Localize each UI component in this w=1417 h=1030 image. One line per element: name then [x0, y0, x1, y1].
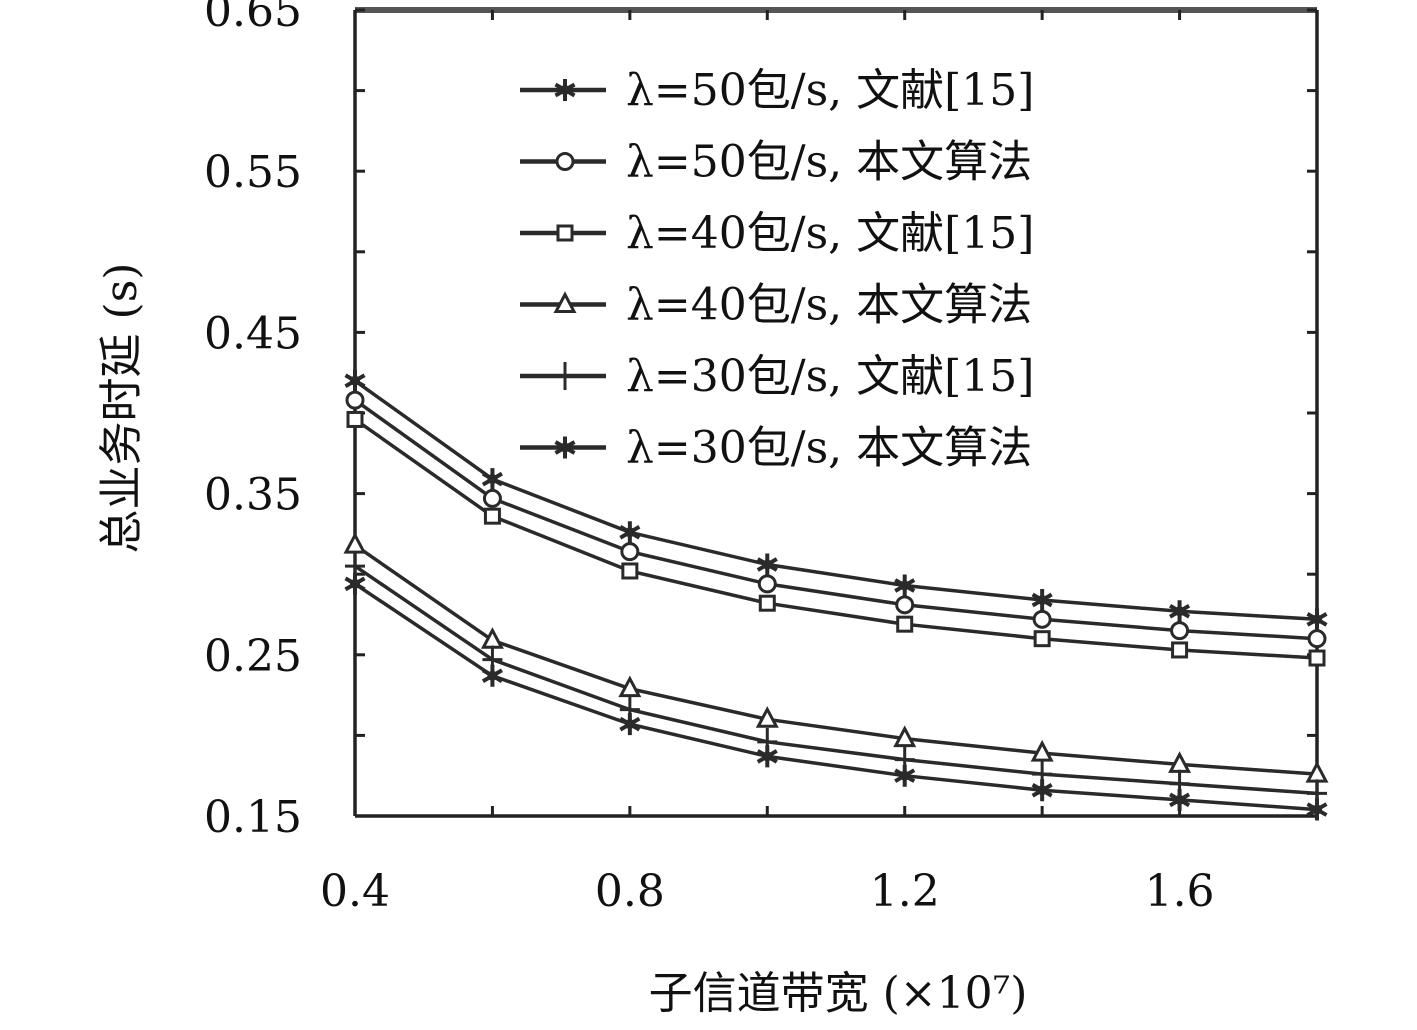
legend-entry: λ=50包/s, 本文算法: [520, 137, 1032, 188]
series-line: [353, 417, 1318, 660]
x-tick-label: 1.2: [870, 866, 940, 917]
data-point: [1308, 649, 1326, 667]
legend-marker: [553, 291, 577, 313]
data-point: [1037, 785, 1048, 796]
legend-marker: [555, 362, 575, 390]
data-point: [899, 580, 910, 591]
data-point: [1307, 629, 1327, 649]
data-point: [762, 751, 773, 762]
series-layer: [343, 369, 1329, 821]
data-point: [1174, 794, 1185, 805]
data-point: [1312, 804, 1322, 815]
data-point: [755, 706, 779, 728]
data-point: [482, 488, 502, 508]
data-point: [896, 615, 914, 633]
data-point: [350, 578, 360, 589]
legend-label: λ=30包/s, 文献[15]: [626, 351, 1034, 402]
legend-entry: λ=40包/s, 文献[15]: [520, 208, 1034, 259]
series-6: [344, 572, 1328, 821]
series-line: [354, 543, 1318, 776]
y-tick-label: 0.65: [204, 0, 302, 37]
series-line: [353, 398, 1318, 641]
data-point: [1312, 614, 1322, 625]
series-5: [345, 552, 1327, 808]
data-point: [758, 594, 776, 612]
x-tick-label: 0.8: [595, 866, 665, 917]
series-line: [353, 379, 1318, 622]
data-point: [762, 559, 773, 570]
legend-entry: λ=40包/s, 本文算法: [520, 280, 1032, 331]
data-point: [1033, 630, 1051, 648]
legend-entry: λ=30包/s, 本文算法: [520, 423, 1032, 474]
data-point: [899, 770, 910, 781]
data-point: [487, 670, 498, 681]
legend-label: λ=50包/s, 文献[15]: [626, 65, 1034, 116]
series-line: [354, 564, 1318, 796]
x-tick-label: 1.6: [1145, 866, 1215, 917]
data-point: [895, 595, 915, 615]
legend-marker: [555, 152, 575, 171]
data-point: [1170, 621, 1190, 641]
legend-label: λ=30包/s, 本文算法: [626, 423, 1032, 474]
y-axis-title: 总业务时延 (s): [96, 263, 147, 554]
data-point: [346, 410, 364, 428]
x-tick-label: 0.4: [320, 866, 390, 917]
data-point: [483, 507, 501, 525]
y-tick-label: 0.45: [204, 308, 302, 359]
data-point: [1171, 641, 1189, 659]
data-point: [624, 719, 635, 730]
data-point: [1174, 606, 1185, 617]
legend: λ=50包/s, 文献[15] λ=50包/s, 本文算法 λ=40包/s, 文献[…: [520, 65, 1034, 474]
series-line: [354, 582, 1318, 812]
y-axis-tick-labels: 0.65 0.55 0.45 0.35 0.25 0.15: [204, 0, 302, 843]
y-tick-label: 0.55: [204, 147, 302, 198]
data-point: [345, 390, 365, 410]
data-point: [1032, 609, 1052, 629]
y-tick-label: 0.15: [204, 792, 302, 843]
plot-frame: [353, 7, 1319, 818]
x-axis-tick-labels: 0.4 0.8 1.2 1.6: [320, 866, 1215, 917]
legend-marker: [560, 85, 570, 95]
data-point: [350, 375, 360, 386]
legend-entry: λ=30包/s, 文献[15]: [520, 351, 1034, 402]
data-point: [620, 542, 640, 562]
data-point: [1037, 594, 1048, 605]
legend-label: λ=50包/s, 本文算法: [626, 137, 1032, 188]
series-1: [344, 369, 1328, 631]
data-point: [343, 531, 367, 554]
data-point: [757, 574, 777, 594]
legend-entry: λ=50包/s, 文献[15]: [520, 65, 1034, 116]
legend-label: λ=40包/s, 本文算法: [626, 280, 1032, 331]
data-point: [487, 474, 498, 485]
data-point: [480, 627, 504, 649]
legend-label: λ=40包/s, 文献[15]: [626, 208, 1034, 259]
axis-ticks: [353, 8, 1319, 818]
y-tick-label: 0.35: [204, 470, 302, 521]
series-3: [346, 410, 1326, 667]
data-point: [624, 527, 635, 538]
legend-marker: [556, 224, 574, 242]
x-axis-title: 子信道带宽 (×10⁷): [649, 968, 1028, 1019]
y-tick-label: 0.25: [204, 631, 302, 682]
legend-marker: [560, 442, 570, 453]
series-2: [345, 390, 1327, 649]
data-point: [621, 562, 639, 580]
